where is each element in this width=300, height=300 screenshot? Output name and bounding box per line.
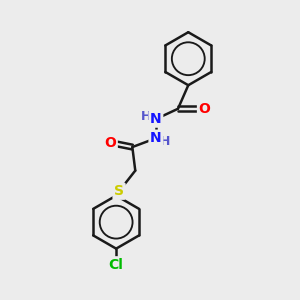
Text: O: O [104, 136, 116, 150]
Text: H: H [160, 135, 170, 148]
Text: O: O [199, 102, 210, 116]
Text: Cl: Cl [109, 258, 124, 272]
Text: N: N [150, 112, 162, 126]
Text: H: H [141, 110, 152, 123]
Text: S: S [114, 184, 124, 198]
Text: N: N [150, 131, 162, 145]
